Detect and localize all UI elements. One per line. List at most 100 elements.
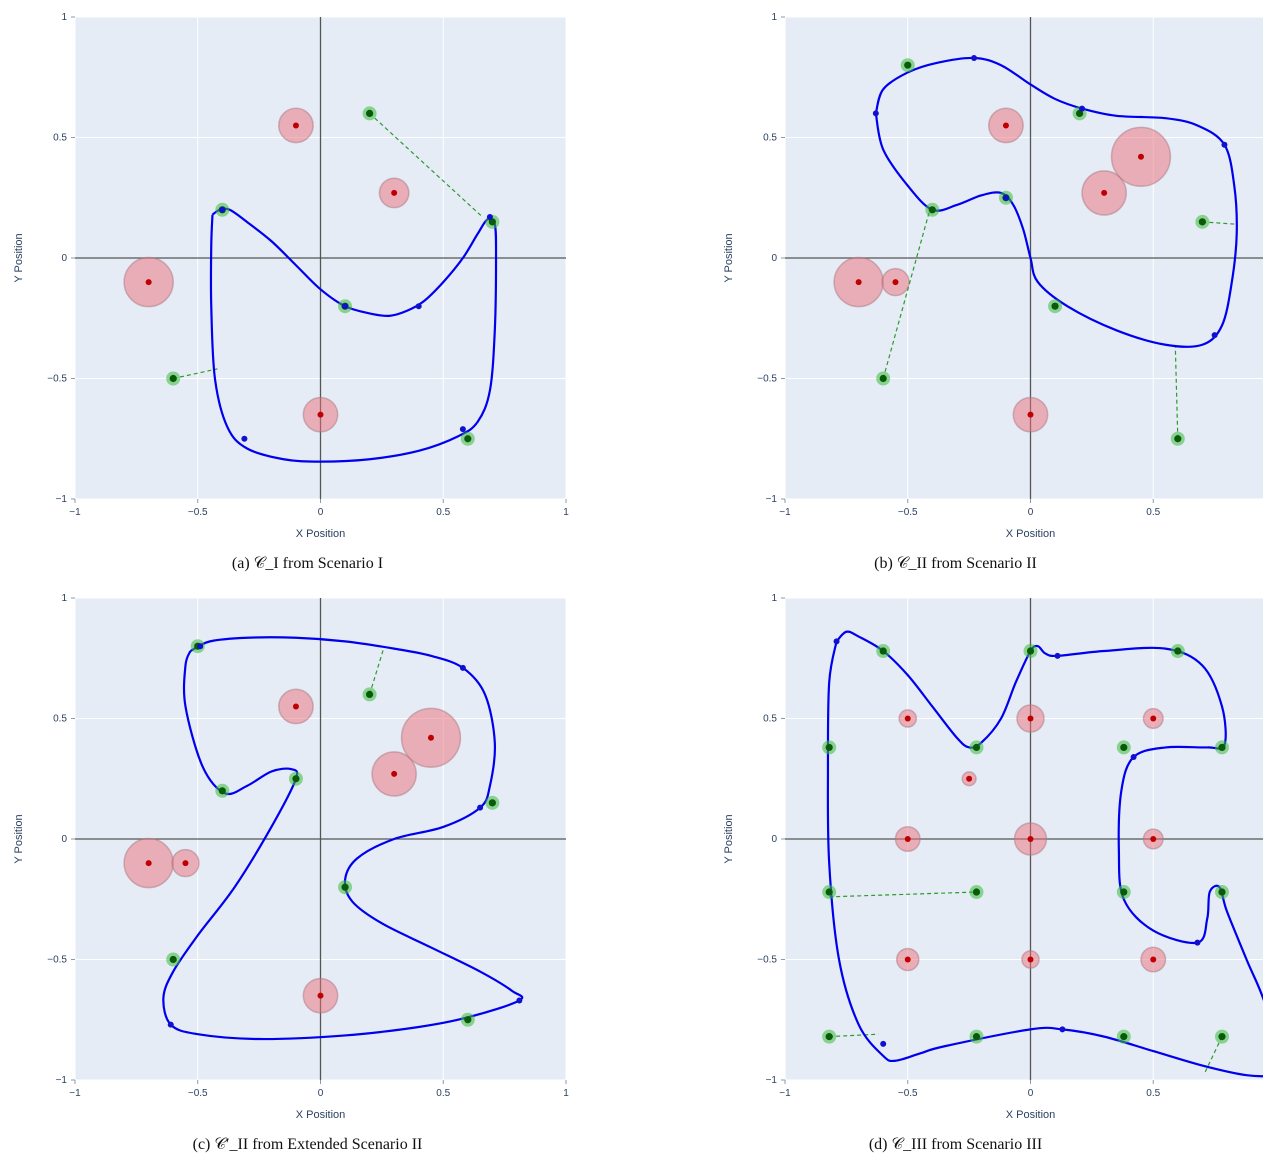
target-point	[169, 955, 177, 964]
y-axis-title: Y Position	[13, 233, 25, 282]
obstacle-center	[391, 770, 398, 777]
target-point	[292, 775, 300, 783]
obstacle-center	[1027, 836, 1034, 842]
dashed-link	[369, 646, 385, 695]
x-axis-title: X Position	[296, 1109, 346, 1121]
x-tick-label: −0.5	[188, 1088, 208, 1099]
x-tick-label: −1	[69, 1088, 81, 1099]
curve-control-point	[459, 426, 466, 433]
target-point	[825, 743, 833, 752]
obstacle-center	[904, 836, 911, 842]
y-tick-label: 1	[771, 593, 777, 604]
y-tick-label: 0	[61, 253, 67, 264]
curve-control-point	[197, 643, 204, 650]
y-tick-label: 1	[61, 12, 67, 23]
obstacle-center	[317, 411, 324, 418]
obstacle-center	[1027, 411, 1034, 418]
curve-control-point	[1059, 1026, 1066, 1033]
curve-control-point	[241, 435, 248, 442]
curve-control-point	[1130, 754, 1137, 761]
target-point	[366, 109, 374, 117]
curve-control-point	[167, 1021, 174, 1028]
curve-control-point	[219, 206, 226, 213]
obstacle-center	[892, 279, 899, 286]
dashed-link	[1202, 221, 1237, 225]
target-point	[464, 435, 472, 443]
y-tick-label: −0.5	[47, 374, 67, 385]
obstacle-center	[1027, 715, 1034, 722]
curve-control-point	[971, 54, 978, 61]
y-tick-label: 0.5	[53, 133, 67, 144]
target-point	[218, 787, 226, 795]
obstacle-center	[1137, 153, 1144, 160]
dashed-link	[829, 891, 977, 898]
caption-a: (a) 𝒞_I from Scenario I	[231, 555, 384, 572]
x-tick-label: −0.5	[898, 1088, 918, 1099]
x-tick-label: −1	[779, 507, 791, 518]
target-point	[488, 799, 496, 807]
obstacle-center	[1150, 836, 1157, 842]
curve-control-point	[1221, 141, 1228, 148]
y-tick-label: −0.5	[757, 955, 777, 966]
x-tick-label: 0	[1028, 507, 1034, 518]
obstacle-center	[182, 860, 189, 867]
target-point	[1174, 647, 1182, 655]
target-point	[1076, 109, 1084, 117]
subplot-a: −1 −1 −0.5 −0.5 0 0 0.5 0.5 1 1 X Position Y Positi…	[0, 0, 615, 581]
obstacle-center	[1101, 189, 1108, 196]
target-point	[825, 1033, 833, 1041]
curve-control-point	[880, 1040, 887, 1047]
y-tick-label: 0	[771, 834, 777, 845]
target-point	[825, 888, 833, 896]
closed-curve	[874, 56, 1238, 348]
obstacle-center	[391, 189, 398, 196]
obstacle-center	[292, 122, 299, 129]
target-point	[169, 374, 177, 383]
y-tick-label: −1	[56, 1075, 68, 1086]
dashed-link	[829, 1033, 879, 1038]
x-axis-title: X Position	[1006, 1109, 1056, 1121]
y-tick-label: −0.5	[757, 374, 777, 385]
x-tick-label: 0.5	[1146, 1088, 1160, 1099]
target-point	[972, 1033, 981, 1041]
y-axis-title: Y Position	[13, 814, 25, 863]
caption-b: (b) 𝒞_II from Scenario II	[874, 555, 1037, 572]
target-point	[1218, 743, 1226, 752]
y-tick-label: 0.5	[53, 714, 67, 725]
dashed-link	[882, 209, 931, 379]
obstacle-center	[1027, 956, 1034, 963]
target-point	[341, 883, 349, 891]
x-tick-label: 1	[563, 1088, 569, 1099]
target-point	[1120, 743, 1128, 752]
caption-c: (c) 𝒞′_II from Extended Scenario II	[192, 1136, 423, 1153]
target-point	[879, 374, 887, 383]
x-tick-label: 0	[318, 507, 324, 518]
target-point	[366, 690, 374, 698]
dashed-link	[1174, 347, 1179, 439]
target-point	[972, 888, 981, 896]
x-tick-label: 0	[318, 1088, 324, 1099]
y-axis-title: Y Position	[723, 814, 735, 863]
dashed-link	[173, 368, 218, 380]
curve-control-point	[1079, 105, 1086, 112]
plot-c: −1−1 −0.5 −0.5 0 0 0.5 0.5 1 1 X Position Y Positi…	[13, 593, 569, 1121]
obstacle-center	[1150, 715, 1157, 722]
y-tick-label: 1	[771, 12, 777, 23]
y-tick-label: −1	[56, 494, 68, 505]
obstacle-center	[1150, 956, 1157, 963]
obstacle-center	[292, 703, 299, 710]
target-point	[1174, 435, 1182, 443]
target-point	[904, 61, 912, 69]
curve-control-point	[516, 997, 523, 1004]
caption-d: (d) 𝒞_III from Scenario III	[868, 1136, 1043, 1153]
y-axis-title: Y Position	[723, 233, 735, 282]
curve-control-point	[1211, 332, 1218, 339]
obstacle-center	[145, 860, 152, 867]
target-point	[1051, 302, 1059, 310]
curve-control-point	[872, 110, 879, 117]
y-tick-label: 0	[771, 253, 777, 264]
target-point	[1120, 1033, 1128, 1041]
y-tick-label: 0	[61, 834, 67, 845]
